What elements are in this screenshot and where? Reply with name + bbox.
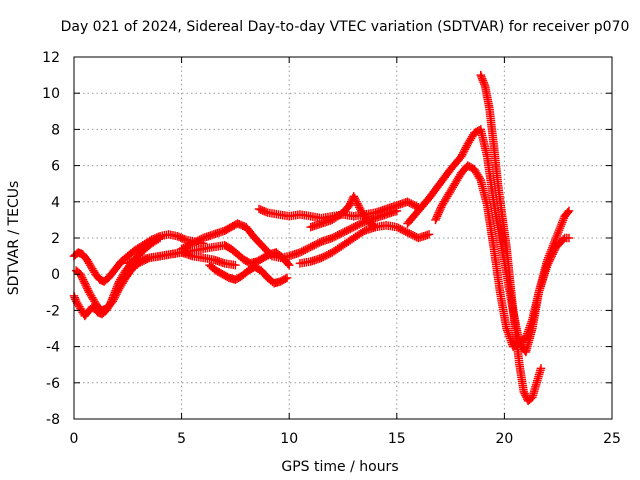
data-point-10-19-3 (563, 207, 573, 217)
data-point-8-7-5 (369, 221, 379, 231)
data-point-3-18-4 (283, 259, 293, 268)
series-9 (403, 125, 574, 357)
y-axis-label: SDTVAR / TECUs (6, 181, 22, 296)
data-layer (69, 70, 574, 406)
y-tick-label-1: -6 (46, 376, 60, 392)
y-tick-label-10: 12 (42, 50, 60, 66)
series-1 (69, 233, 165, 321)
y-tick-label-7: 6 (51, 159, 60, 175)
series-4 (177, 206, 402, 263)
data-point-2-20-5 (231, 260, 240, 270)
data-point-1-15-5 (155, 233, 165, 243)
chart-title: Day 021 of 2024, Sidereal Day-to-day VTE… (61, 19, 630, 35)
y-tick-label-5: 2 (51, 231, 60, 247)
x-tick-label-5: 25 (603, 431, 621, 447)
y-tick-label-9: 10 (42, 86, 60, 102)
x-axis-label: GPS time / hours (281, 459, 398, 475)
data-point-5-11-4 (282, 273, 292, 283)
series-10 (431, 161, 574, 351)
x-tick-label-2: 10 (280, 431, 298, 447)
axis-layer (73, 56, 613, 420)
tick-label-layer: 0 5 10 15 20 25 -8 -6 -4 -2 0 2 4 6 8 10 12 (42, 50, 621, 447)
y-tick-label-8: 8 (51, 122, 60, 138)
y-tick-label-4: 0 (51, 267, 60, 283)
data-point-3-18-5 (284, 260, 294, 270)
series-5 (205, 260, 292, 288)
x-tick-label-0: 0 (70, 431, 79, 447)
data-point-9-20-2 (564, 233, 574, 243)
x-tick-label-3: 15 (388, 431, 406, 447)
data-point-10-19-4 (564, 206, 574, 216)
y-tick-label-3: -2 (46, 303, 60, 319)
series-8 (306, 192, 380, 232)
y-tick-label-6: 4 (51, 195, 60, 211)
data-point-9-19-5 (558, 235, 568, 244)
data-point-8-7-6 (371, 222, 380, 232)
series-11 (476, 70, 546, 406)
x-tick-label-1: 5 (177, 431, 186, 447)
data-point-7-11-6 (424, 230, 434, 239)
data-point-11-13-7 (536, 364, 546, 373)
y-tick-label-0: -8 (46, 412, 60, 428)
x-tick-label-4: 20 (495, 431, 513, 447)
y-tick-label-2: -4 (46, 340, 60, 356)
